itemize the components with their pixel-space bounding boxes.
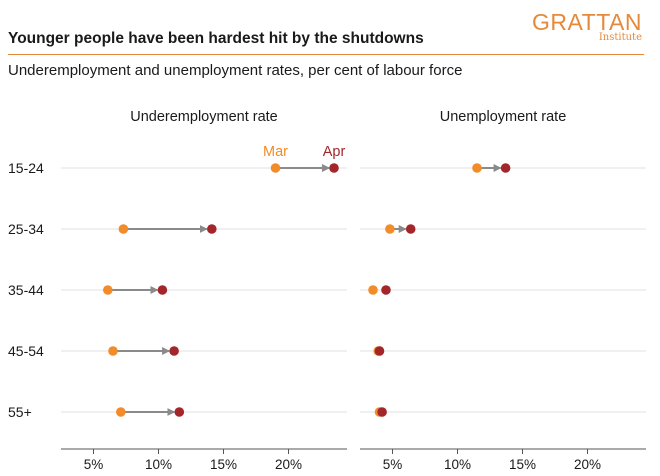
point-apr-1-25-34 xyxy=(207,224,217,234)
point-apr-1-35-44 xyxy=(157,285,168,295)
point-apr-2-25-34 xyxy=(405,224,416,234)
category-label-45-54: 45-54 xyxy=(8,343,44,359)
x-tick-label-2-20: 20% xyxy=(574,457,601,472)
point-apr-1-45-54 xyxy=(169,346,179,356)
x-tick-label-2-10: 10% xyxy=(444,457,471,472)
point-mar-2-35-44 xyxy=(368,285,378,295)
category-label-35-44: 35-44 xyxy=(8,282,44,298)
panel-title-1: Underemployment rate xyxy=(130,109,278,125)
point-mar-2-15-24 xyxy=(472,163,482,173)
point-apr-2-45-54 xyxy=(374,346,385,356)
x-tick-label-1-5: 5% xyxy=(84,457,104,472)
category-label-25-34: 25-34 xyxy=(8,221,44,237)
x-tick-label-1-15: 15% xyxy=(210,457,237,472)
chart-subtitle: Underemployment and unemployment rates, … xyxy=(8,62,463,79)
x-tick-label-1-10: 10% xyxy=(145,457,172,472)
title-rule xyxy=(8,54,644,55)
point-apr-1-15-24 xyxy=(329,163,339,173)
category-label-55+: 55+ xyxy=(8,404,32,420)
panel-title-2: Unemployment rate xyxy=(440,109,567,125)
point-apr-1-55+ xyxy=(174,407,185,417)
point-mar-2-25-34 xyxy=(385,224,395,234)
point-mar-1-35-44 xyxy=(103,285,113,295)
legend-label-apr: Apr xyxy=(323,144,346,160)
legend-label-mar: Mar xyxy=(263,144,288,160)
point-mar-1-25-34 xyxy=(118,224,129,234)
chart-title: Younger people have been hardest hit by … xyxy=(8,30,424,47)
category-label-15-24: 15-24 xyxy=(8,160,44,176)
x-tick-label-2-15: 15% xyxy=(509,457,536,472)
x-tick-label-1-20: 20% xyxy=(275,457,302,472)
point-mar-1-45-54 xyxy=(108,346,118,356)
logo-wordmark: GRATTAN xyxy=(532,9,642,35)
point-apr-2-55+ xyxy=(377,407,387,417)
point-mar-1-15-24 xyxy=(270,163,281,173)
point-mar-1-55+ xyxy=(116,407,126,417)
logo-subtext: Institute xyxy=(598,32,642,43)
point-apr-2-15-24 xyxy=(500,163,511,173)
grattan-logo: GRATTAN Institute xyxy=(532,10,642,43)
point-apr-2-35-44 xyxy=(381,285,391,295)
x-tick-label-2-5: 5% xyxy=(383,457,403,472)
